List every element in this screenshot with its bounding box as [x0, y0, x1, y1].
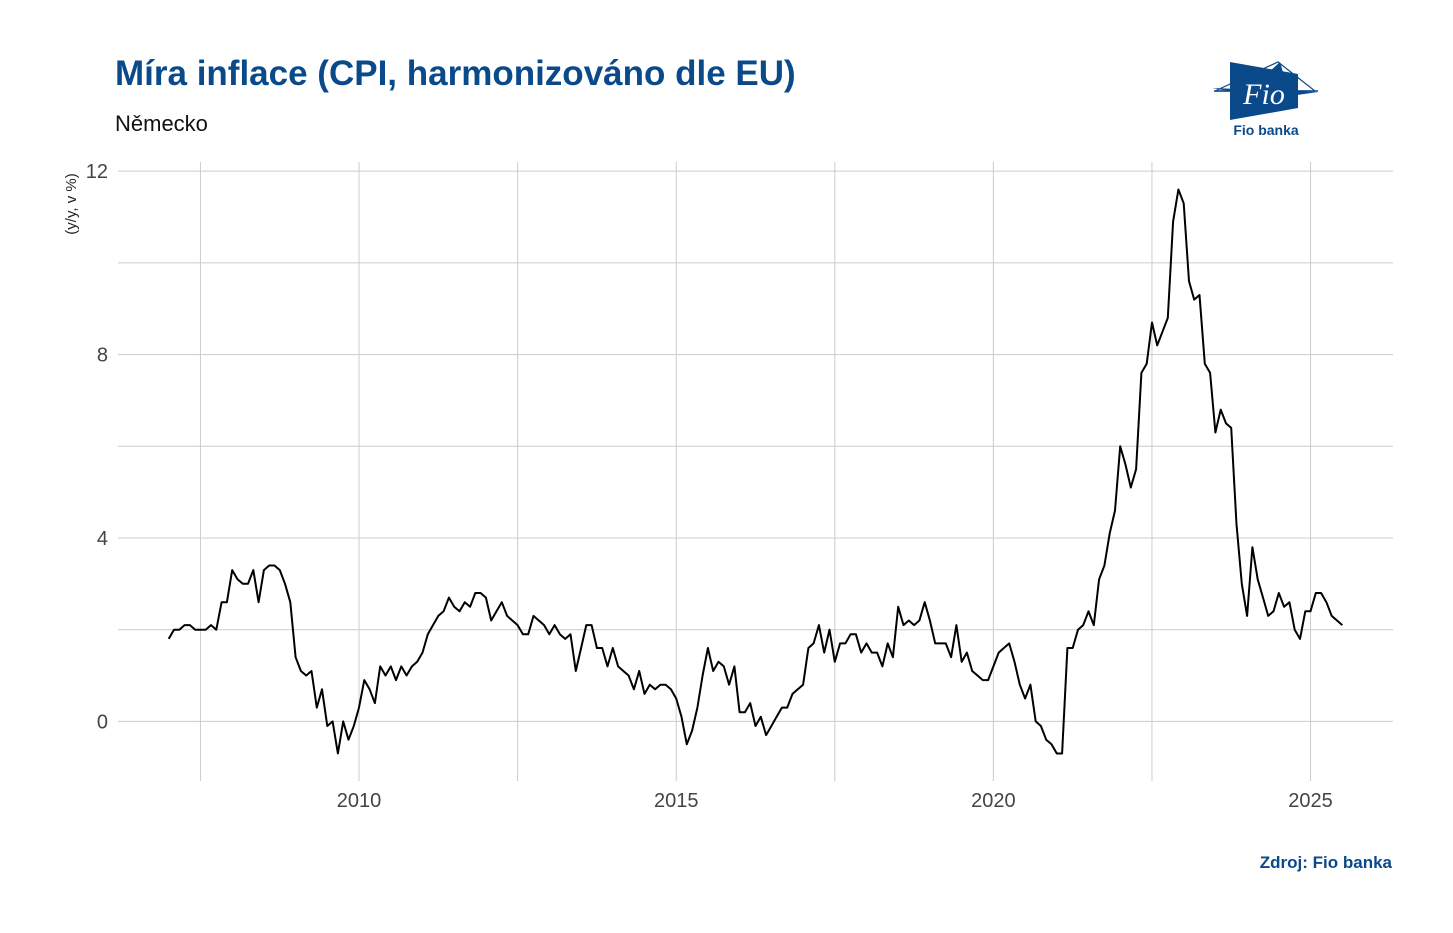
y-axis-ticks: 0 4 8 12 — [86, 161, 108, 733]
x-tick-label: 2015 — [654, 790, 699, 812]
y-axis-label: (y/y, v %) — [63, 173, 80, 234]
x-tick-label: 2010 — [337, 790, 382, 812]
logo-text: Fio banka — [1233, 122, 1299, 138]
y-tick-label: 12 — [86, 161, 108, 183]
series-line — [167, 188, 1343, 755]
y-tick-label: 0 — [97, 711, 108, 733]
y-tick-label: 8 — [97, 345, 108, 367]
chart-title: Míra inflace (CPI, harmonizováno dle EU) — [115, 54, 796, 93]
logo-mark: Fio — [1242, 78, 1285, 111]
chart-series — [167, 188, 1343, 755]
chart-subtitle: Německo — [115, 111, 208, 136]
x-axis-ticks: 2010 2015 2020 2025 — [337, 790, 1333, 812]
x-tick-label: 2020 — [971, 790, 1016, 812]
source-note: Zdroj: Fio banka — [1259, 853, 1392, 872]
chart-grid — [118, 162, 1393, 781]
y-tick-label: 4 — [97, 528, 108, 550]
fio-logo-icon: Fio — [1212, 61, 1318, 120]
x-tick-label: 2025 — [1288, 790, 1333, 812]
